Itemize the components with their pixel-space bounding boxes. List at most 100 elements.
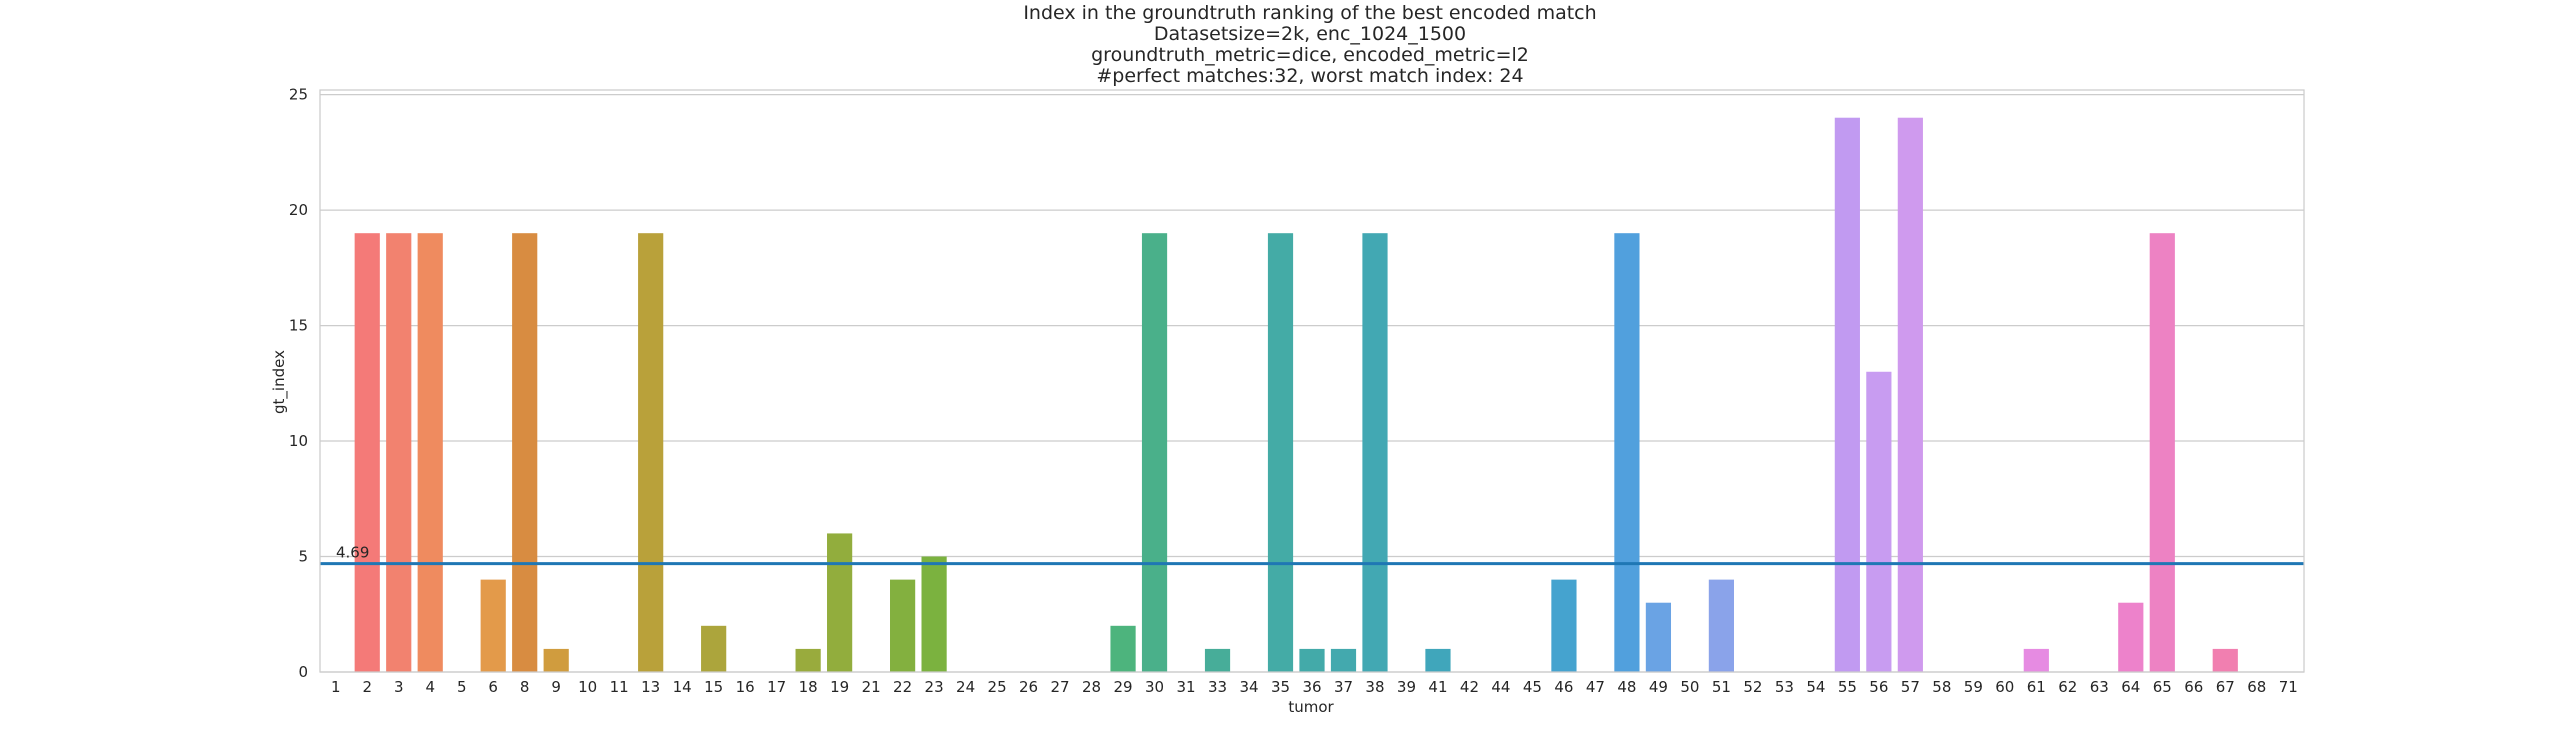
x-tick-label: 37	[1334, 678, 1353, 696]
x-tick-label: 35	[1271, 678, 1290, 696]
y-axis-label: gt_index	[270, 350, 289, 414]
bar-tumor-55	[1834, 117, 1860, 672]
bar-tumor-46	[1551, 579, 1577, 672]
x-tick-label: 30	[1145, 678, 1164, 696]
x-tick-label: 59	[1964, 678, 1983, 696]
x-tick-label: 14	[673, 678, 692, 696]
x-tick-label: 61	[2027, 678, 2046, 696]
x-tick-label: 62	[2058, 678, 2077, 696]
chart-title-line-3: groundtruth_metric=dice, encoded_metric=…	[1091, 44, 1529, 66]
x-tick-label: 1	[331, 678, 341, 696]
bar-tumor-19	[827, 533, 853, 672]
mean-line-label: 4.69	[336, 544, 369, 562]
x-tick-label: 4	[425, 678, 435, 696]
y-tick-labels: 0 5 10 15 20 25	[289, 86, 308, 681]
y-tick-label: 0	[298, 663, 308, 681]
x-axis-label: tumor	[1288, 698, 1334, 716]
x-tick-label: 26	[1019, 678, 1038, 696]
chart-title-line-1: Index in the groundtruth ranking of the …	[1023, 2, 1596, 24]
x-tick-label: 60	[1995, 678, 2014, 696]
bar-tumor-41	[1425, 648, 1451, 672]
x-tick-label: 41	[1428, 678, 1447, 696]
y-tick-label: 5	[298, 548, 308, 566]
x-tick-label: 71	[2279, 678, 2298, 696]
bar-tumor-29	[1110, 625, 1136, 672]
bar-tumor-49	[1645, 602, 1672, 672]
bar-tumor-30	[1141, 233, 1168, 672]
x-tick-label: 53	[1775, 678, 1794, 696]
y-tick-label: 15	[289, 317, 308, 335]
bar-tumor-61	[2023, 648, 2049, 672]
x-tick-label: 68	[2247, 678, 2266, 696]
plot-frame	[319, 89, 2305, 673]
bar-tumor-22	[890, 579, 916, 672]
x-tick-label: 39	[1397, 678, 1416, 696]
bar-tumor-56	[1866, 371, 1892, 672]
x-tick-label: 46	[1554, 678, 1573, 696]
x-tick-label: 67	[2216, 678, 2235, 696]
x-tick-label: 34	[1239, 678, 1258, 696]
bars	[354, 117, 2238, 672]
x-tick-label: 64	[2121, 678, 2140, 696]
bar-tumor-37	[1330, 648, 1357, 672]
x-tick-label: 18	[799, 678, 818, 696]
x-tick-label: 63	[2090, 678, 2109, 696]
bar-tumor-48	[1614, 233, 1640, 672]
x-tick-label: 55	[1838, 678, 1857, 696]
bar-tumor-4	[417, 233, 443, 672]
chart-title: Index in the groundtruth ranking of the …	[1023, 2, 1596, 87]
x-tick-label: 27	[1051, 678, 1070, 696]
x-tick-label: 52	[1743, 678, 1762, 696]
x-tick-label: 9	[551, 678, 561, 696]
x-tick-label: 11	[610, 678, 629, 696]
chart-title-line-4: #perfect matches:32, worst match index: …	[1096, 65, 1523, 87]
bar-tumor-57	[1897, 117, 1923, 672]
chart-title-line-2: Datasetsize=2k, enc_1024_1500	[1154, 23, 1466, 45]
bar-tumor-13	[638, 233, 664, 672]
x-tick-label: 2	[362, 678, 372, 696]
y-grid	[320, 93, 2304, 673]
y-tick-label: 10	[289, 432, 308, 450]
bar-tumor-33	[1204, 648, 1231, 672]
x-tick-label: 56	[1869, 678, 1888, 696]
bar-tumor-64	[2118, 602, 2144, 672]
x-tick-label: 19	[830, 678, 849, 696]
bar-tumor-2	[354, 233, 380, 672]
x-tick-label: 36	[1302, 678, 1321, 696]
x-tick-label: 45	[1523, 678, 1542, 696]
y-tick-label: 25	[289, 86, 308, 104]
bar-tumor-65	[2149, 233, 2175, 672]
x-tick-label: 51	[1712, 678, 1731, 696]
x-tick-label: 10	[578, 678, 597, 696]
bar-tumor-23	[921, 556, 947, 672]
x-tick-label: 17	[767, 678, 786, 696]
mean-line-group: 4.69	[320, 544, 2304, 566]
x-tick-label: 29	[1114, 678, 1133, 696]
x-tick-label: 25	[988, 678, 1007, 696]
x-tick-label: 48	[1617, 678, 1636, 696]
bar-tumor-6	[480, 579, 506, 672]
x-tick-label: 13	[641, 678, 660, 696]
x-tick-label: 5	[457, 678, 467, 696]
x-tick-label: 38	[1365, 678, 1384, 696]
bar-tumor-18	[795, 648, 821, 672]
bar-tumor-36	[1299, 648, 1325, 672]
x-tick-label: 47	[1586, 678, 1605, 696]
y-tick-label: 20	[289, 201, 308, 219]
x-tick-label: 21	[862, 678, 881, 696]
x-tick-label: 6	[488, 678, 498, 696]
x-tick-label: 22	[893, 678, 912, 696]
x-tick-label: 65	[2153, 678, 2172, 696]
bar-tumor-15	[701, 625, 727, 672]
x-tick-label: 42	[1460, 678, 1479, 696]
x-tick-label: 24	[956, 678, 975, 696]
x-tick-label: 16	[736, 678, 755, 696]
x-tick-label: 49	[1649, 678, 1668, 696]
x-tick-label: 23	[925, 678, 944, 696]
bar-tumor-51	[1708, 579, 1734, 672]
x-tick-label: 8	[520, 678, 530, 696]
bar-tumor-3	[386, 233, 412, 672]
bar-tumor-35	[1267, 233, 1294, 672]
x-tick-label: 58	[1932, 678, 1951, 696]
